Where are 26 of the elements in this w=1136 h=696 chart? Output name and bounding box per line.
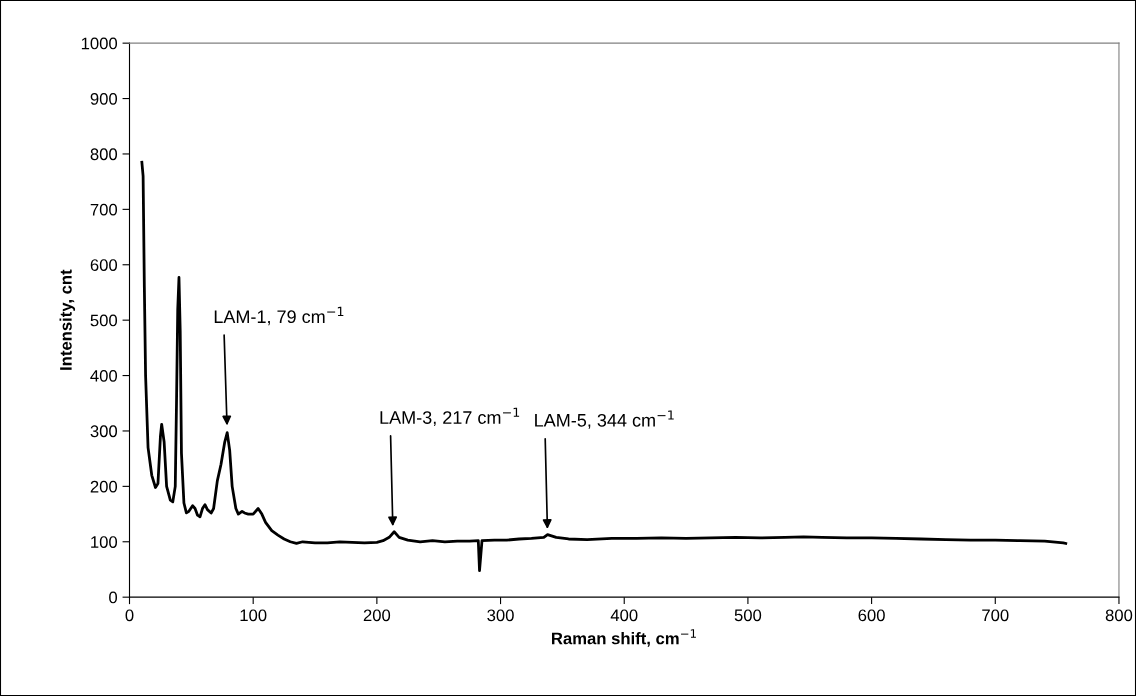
y-tick-label: 100 bbox=[91, 536, 118, 548]
y-tick-label: 400 bbox=[90, 369, 118, 382]
line-series bbox=[140, 160, 1068, 572]
y-tick-label: 600 bbox=[90, 259, 118, 271]
x-axis-title: Raman shift, cm$^{−1}$ bbox=[552, 629, 696, 647]
x-tick-label: 100 bbox=[240, 609, 267, 622]
y-axis-title: Intensity, cnt bbox=[59, 269, 76, 370]
x-tick-label: 300 bbox=[487, 609, 514, 622]
y-tick-label: 500 bbox=[90, 314, 118, 327]
annotation: LAM-1, 79 cm$^{−1}$ bbox=[214, 306, 344, 326]
y-tick-label: 700 bbox=[90, 203, 118, 216]
x-tick-label: 200 bbox=[363, 609, 391, 622]
annotation: LAM-3, 217 cm$^{−1}$ bbox=[380, 407, 520, 427]
y-tick-label: 200 bbox=[90, 480, 118, 493]
y-tick-label: 800 bbox=[90, 148, 118, 161]
x-tick-label: 800 bbox=[1105, 609, 1133, 622]
y-tick-label: 0 bbox=[109, 591, 118, 604]
y-tick-label: 300 bbox=[90, 425, 118, 438]
x-tick-label: 400 bbox=[610, 609, 638, 622]
annotation: LAM-5, 344 cm$^{−1}$ bbox=[535, 410, 674, 429]
x-tick-label: 0 bbox=[125, 609, 134, 622]
x-tick-label: 500 bbox=[734, 609, 762, 622]
y-tick-label: 900 bbox=[90, 92, 118, 105]
x-tick-label: 700 bbox=[982, 609, 1009, 622]
x-tick-label: 600 bbox=[858, 609, 885, 622]
y-tick-label: 1000 bbox=[81, 37, 118, 50]
